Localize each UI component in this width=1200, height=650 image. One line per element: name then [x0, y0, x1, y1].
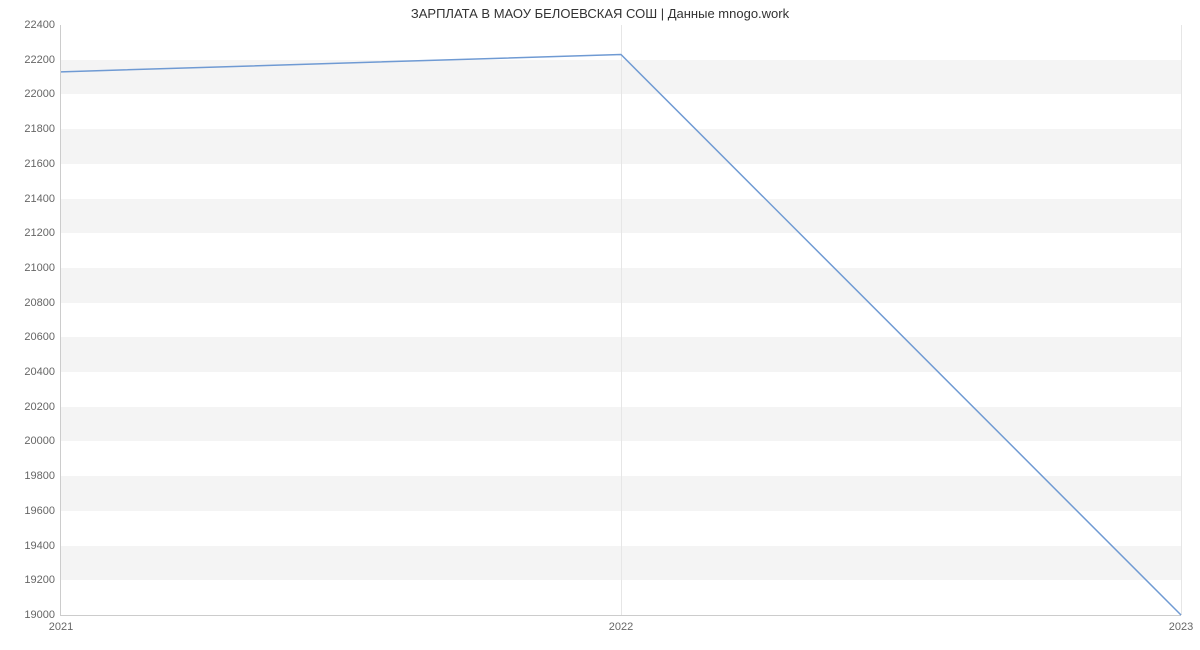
y-tick-label: 20400 — [24, 366, 61, 378]
x-tick-label: 2022 — [609, 615, 633, 633]
y-tick-label: 19600 — [24, 505, 61, 517]
series-salary — [61, 55, 1181, 616]
x-gridline — [1181, 25, 1182, 615]
y-tick-label: 22400 — [24, 19, 61, 31]
y-tick-label: 20000 — [24, 435, 61, 447]
y-tick-label: 20600 — [24, 331, 61, 343]
y-tick-label: 21800 — [24, 123, 61, 135]
y-tick-label: 21200 — [24, 227, 61, 239]
x-tick-label: 2021 — [49, 615, 73, 633]
y-tick-label: 20800 — [24, 297, 61, 309]
line-series — [61, 25, 1181, 615]
y-tick-label: 19800 — [24, 470, 61, 482]
y-tick-label: 21600 — [24, 158, 61, 170]
x-tick-label: 2023 — [1169, 615, 1193, 633]
salary-line-chart: ЗАРПЛАТА В МАОУ БЕЛОЕВСКАЯ СОШ | Данные … — [0, 0, 1200, 650]
y-tick-label: 19200 — [24, 574, 61, 586]
y-tick-label: 22000 — [24, 88, 61, 100]
y-tick-label: 22200 — [24, 54, 61, 66]
y-tick-label: 21400 — [24, 193, 61, 205]
chart-title: ЗАРПЛАТА В МАОУ БЕЛОЕВСКАЯ СОШ | Данные … — [0, 6, 1200, 21]
y-tick-label: 19400 — [24, 540, 61, 552]
plot-area: 1900019200194001960019800200002020020400… — [60, 25, 1181, 616]
y-tick-label: 20200 — [24, 401, 61, 413]
y-tick-label: 21000 — [24, 262, 61, 274]
